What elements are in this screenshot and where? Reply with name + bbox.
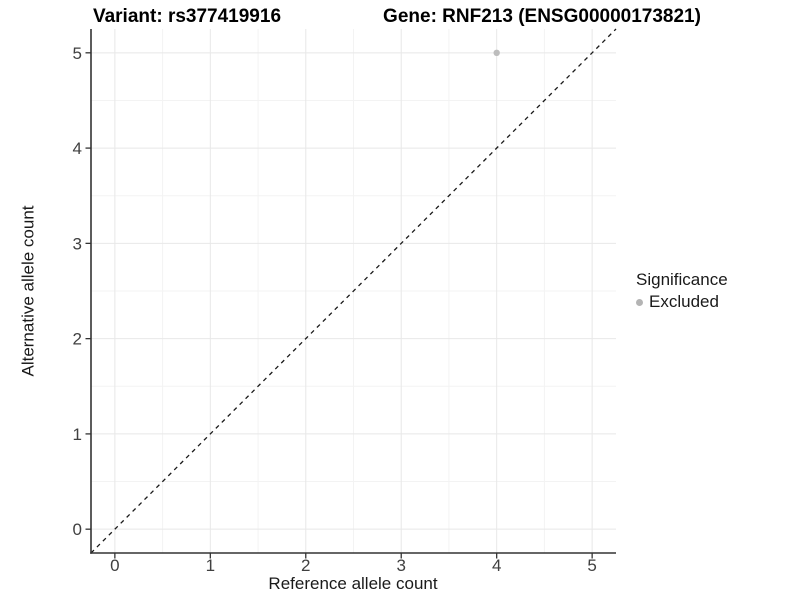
y-axis-title: Alternative allele count bbox=[18, 205, 38, 377]
x-tick-label: 3 bbox=[396, 556, 405, 575]
identity-line bbox=[90, 28, 617, 554]
legend: Significance Excluded bbox=[636, 271, 728, 311]
plot-title-gene: Gene: RNF213 (ENSG00000173821) bbox=[383, 6, 701, 27]
data-point bbox=[493, 49, 500, 57]
x-tick-label: 2 bbox=[301, 556, 310, 575]
y-tick-label: 4 bbox=[73, 139, 82, 158]
y-tick-label: 0 bbox=[73, 520, 82, 539]
legend-entry-excluded: Excluded bbox=[636, 293, 728, 311]
x-tick-label: 4 bbox=[492, 556, 501, 575]
y-tick-label: 3 bbox=[73, 234, 82, 253]
x-tick-label: 0 bbox=[110, 556, 119, 575]
y-tick-label: 1 bbox=[73, 425, 82, 444]
x-axis-title: Reference allele count bbox=[268, 574, 438, 593]
y-tick-label: 5 bbox=[73, 44, 82, 63]
legend-title: Significance bbox=[636, 270, 728, 289]
x-tick-label: 1 bbox=[206, 556, 215, 575]
x-tick-label: 5 bbox=[587, 556, 596, 575]
plot-title-variant: Variant: rs377419916 bbox=[92, 6, 282, 27]
y-tick-label: 2 bbox=[73, 330, 82, 349]
excluded-point-icon bbox=[636, 298, 643, 306]
legend-entry-label: Excluded bbox=[649, 292, 719, 311]
